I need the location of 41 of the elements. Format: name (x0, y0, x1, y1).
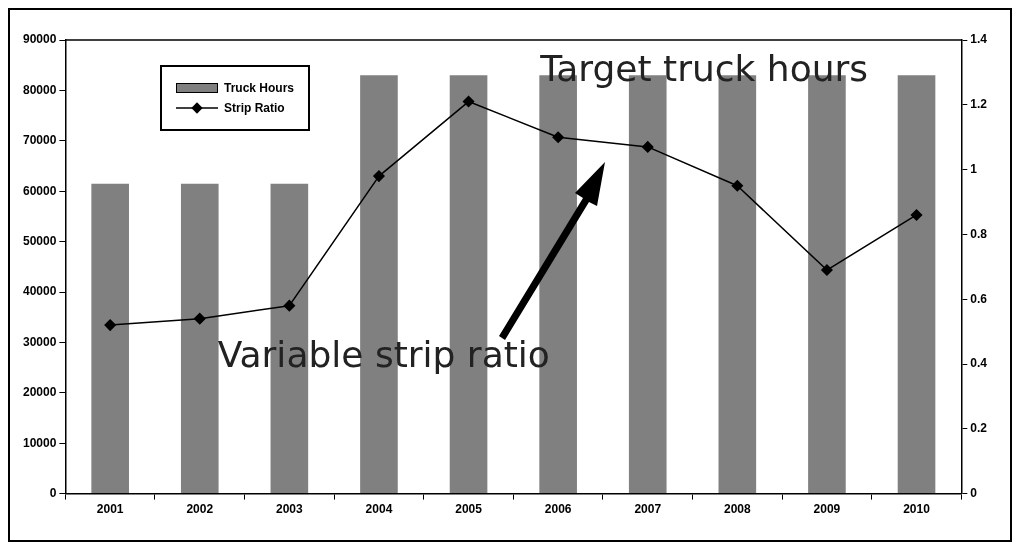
y-tick-label: 60000 (22, 183, 57, 198)
point (731, 180, 744, 192)
y2-tick-label: 0.6 (970, 291, 988, 306)
y2-tick-label: 1.2 (970, 97, 988, 112)
point (910, 209, 923, 221)
x-tick-label: 2004 (365, 502, 393, 517)
y-tick-label: 10000 (22, 435, 57, 450)
x-tick-label: 2008 (723, 502, 751, 517)
y-tick-label: 0 (49, 485, 57, 500)
y-tick-label: 20000 (22, 385, 57, 400)
point (104, 319, 116, 331)
y-tick-label: 50000 (22, 233, 57, 248)
point (194, 312, 206, 325)
point (283, 299, 296, 312)
y2-tick-label: 0.8 (970, 226, 988, 241)
point (373, 170, 385, 182)
legend-label: Truck Hours (224, 81, 295, 95)
y2-tick-label: 0.2 (970, 421, 988, 436)
x-tick-label: 2007 (634, 502, 662, 517)
x-tick-label: 2010 (903, 502, 931, 517)
y-tick-label: 90000 (22, 32, 57, 47)
y2-tick-label: 0.4 (970, 356, 988, 371)
legend-label: Strip Ratio (224, 101, 285, 115)
y-tick-label: 30000 (22, 334, 57, 349)
x-tick-label: 2001 (96, 502, 124, 517)
y-tick-label: 80000 (22, 82, 57, 97)
y2-tick-label: 1.4 (970, 32, 988, 47)
x-tick-label: 2009 (813, 502, 841, 517)
point (462, 95, 475, 108)
point (641, 141, 654, 153)
point (821, 264, 833, 276)
y-tick-label: 40000 (22, 284, 57, 299)
point (552, 131, 564, 143)
x-tick-label: 2003 (276, 502, 304, 517)
x-tick-label: 2005 (455, 502, 483, 517)
annotation: Target truck hours (539, 48, 869, 90)
y2-tick-label: 1 (970, 161, 978, 176)
x-tick-label: 2002 (186, 502, 214, 517)
x-tick-label: 2006 (544, 502, 572, 517)
y2-tick-label: 0 (970, 485, 978, 500)
y-tick-label: 70000 (22, 133, 57, 148)
